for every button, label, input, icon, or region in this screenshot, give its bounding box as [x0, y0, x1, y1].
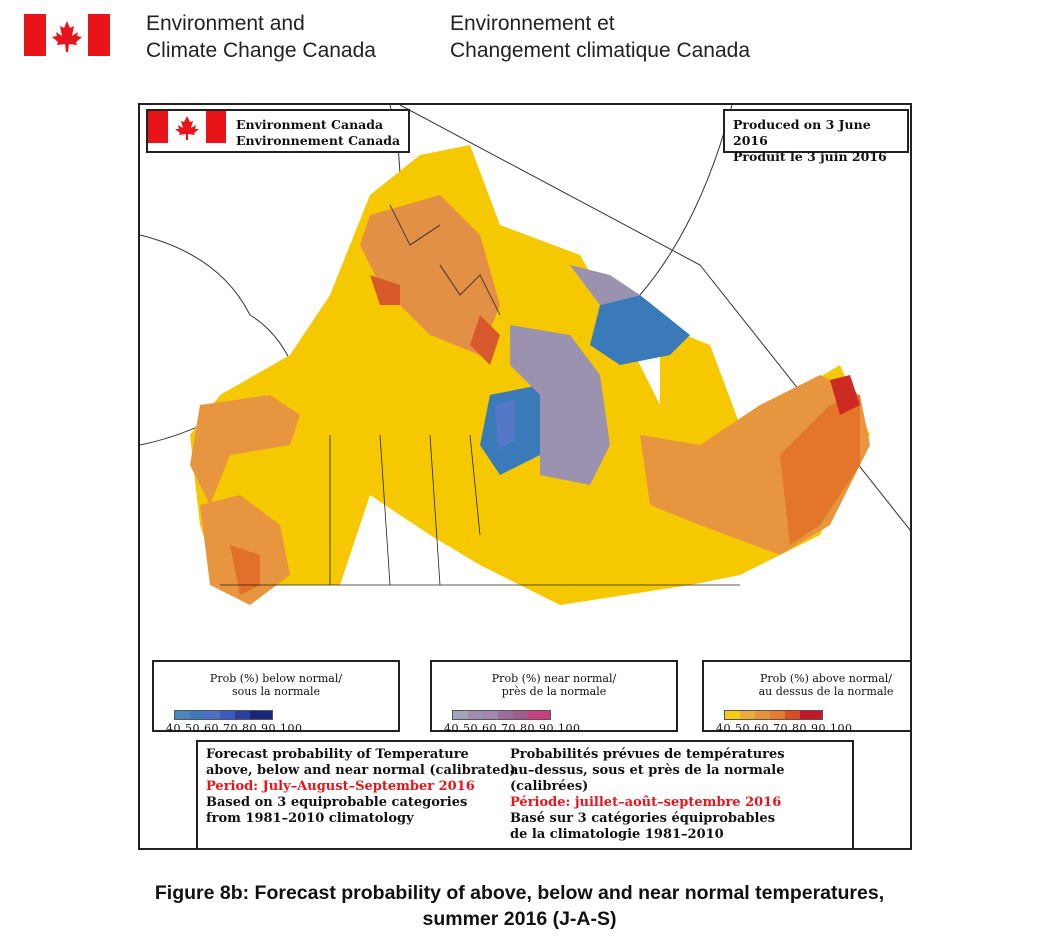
near-normal-areas — [510, 265, 640, 485]
color-scale-near — [452, 710, 551, 720]
forecast-info-box: Forecast probability of Temperature above… — [196, 740, 854, 848]
org-name-en: Environment and Climate Change Canada — [146, 12, 376, 62]
logo-text-en: Environment Canada — [236, 117, 384, 132]
produced-date-box: Produced on 3 June 2016 Produit le 3 juin… — [723, 109, 909, 164]
environment-canada-logo-box: Environment Canada Environnement Canada — [146, 109, 410, 153]
color-scale-above — [724, 710, 823, 720]
legend-above-normal: Prob (%) above normal/au dessus de la no… — [702, 660, 910, 735]
canada-flag-icon — [148, 111, 226, 143]
legend-below-normal: Prob (%) below normal/sous la normale 40… — [152, 660, 400, 735]
canada-flag-logo — [24, 14, 110, 56]
logo-text-fr: Environnement Canada — [236, 133, 401, 148]
info-fr: Probabilités prévues de températures au–d… — [510, 747, 785, 842]
figure-caption: Figure 8b: Forecast probability of above… — [154, 882, 885, 930]
forecast-map: Environment Canada Environnement Canada P… — [138, 103, 912, 850]
legend-near-normal: Prob (%) near normal/près de la normale … — [430, 660, 678, 735]
org-name-fr: Environnement et Changement climatique Ca… — [450, 12, 751, 62]
info-en: Forecast probability of Temperature above… — [206, 747, 516, 826]
below-normal-areas — [480, 295, 690, 475]
map-graphic — [140, 105, 910, 605]
color-scale-below — [174, 710, 273, 720]
